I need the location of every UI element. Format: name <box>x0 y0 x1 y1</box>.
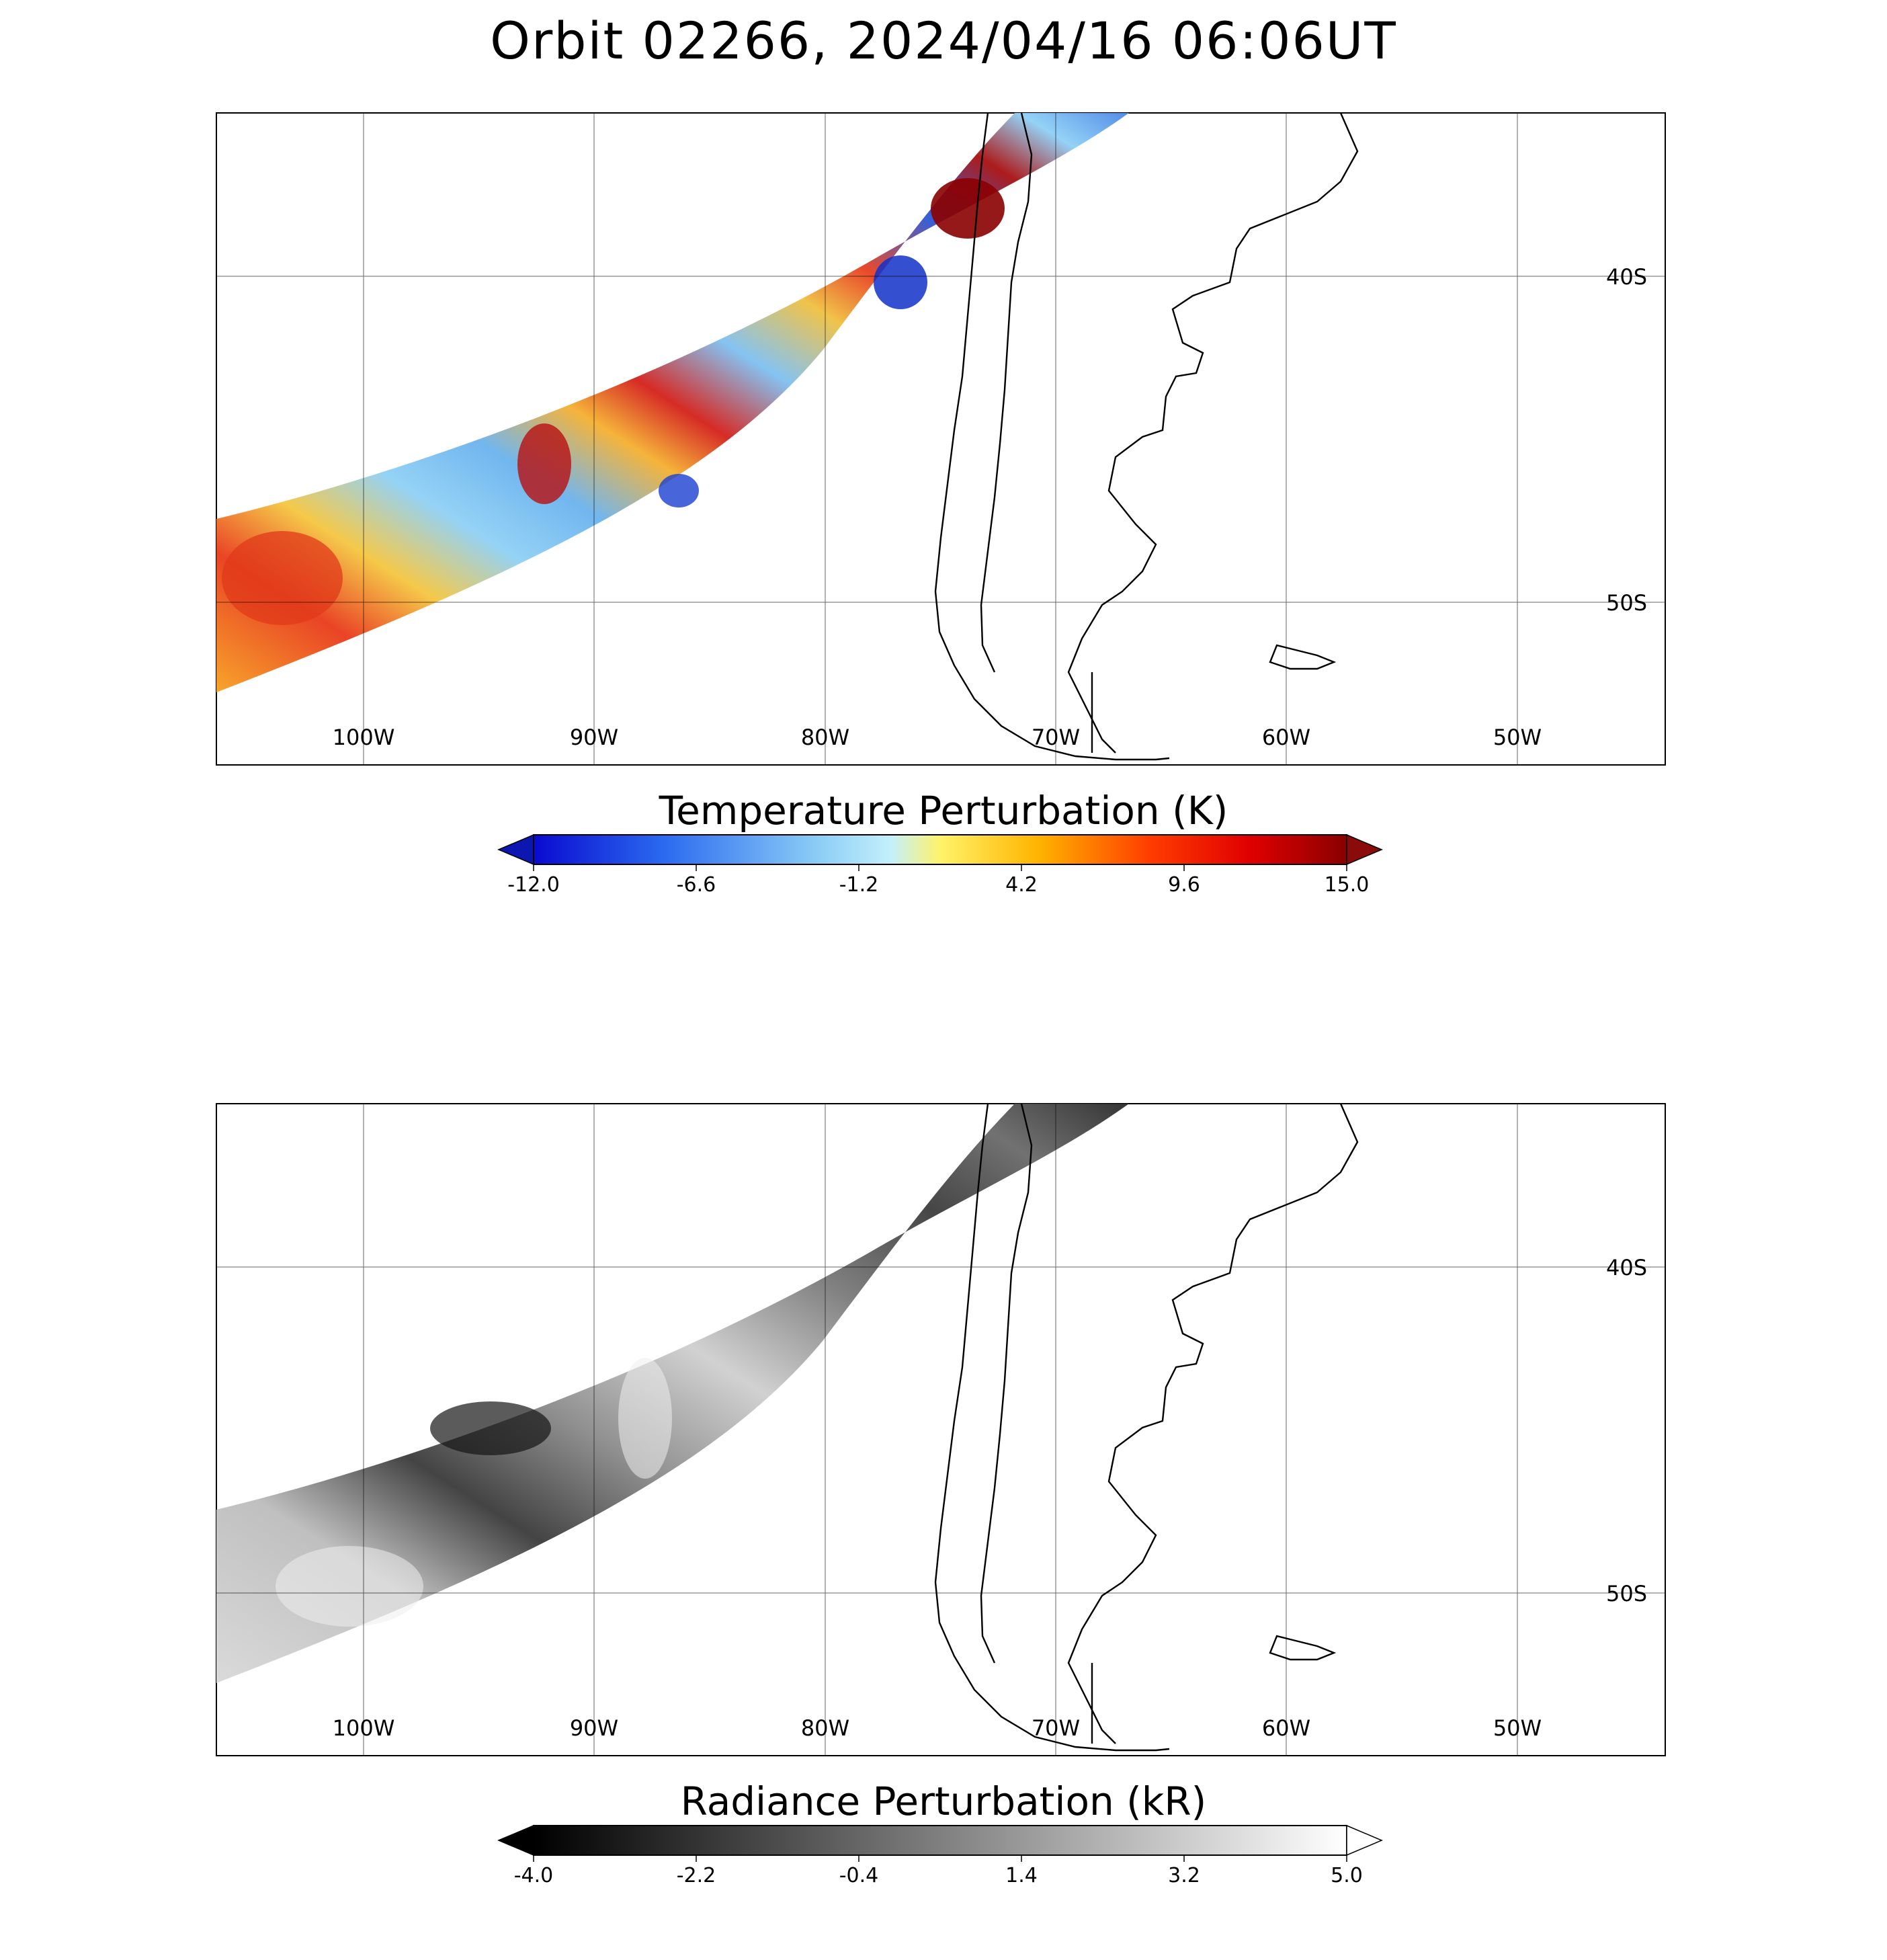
lat-label: 50S <box>1606 1581 1647 1606</box>
lon-label: 100W <box>333 1715 395 1741</box>
lon-label: 60W <box>1262 1715 1310 1741</box>
bright-band <box>276 1546 423 1627</box>
colorbar-ramp <box>533 834 1347 865</box>
colorbar-tick-label: 5.0 <box>1331 1864 1363 1887</box>
lat-label: 50S <box>1606 590 1647 616</box>
radiance-colorbar: Radiance Perturbation (kR) -4.0 -2.2 -0.… <box>497 1779 1383 1887</box>
colorbar-tick-label: -12.0 <box>507 873 560 897</box>
radiance-map-panel: 100W 90W 80W 70W 60W 50W 40S 50S Radianc… <box>216 1103 1666 1887</box>
colorbar-under-arrow <box>497 1824 534 1856</box>
temperature-colorbar: Temperature Perturbation (K) -12.0 -6.6 … <box>497 788 1383 897</box>
colorbar-tick-label: 9.6 <box>1168 873 1200 897</box>
colorbar-title: Radiance Perturbation (kR) <box>681 1779 1207 1824</box>
graticule <box>216 113 1665 765</box>
lat-labels: 40S 50S <box>1606 1255 1647 1606</box>
coastline <box>934 113 1359 761</box>
coastline <box>934 1104 1359 1752</box>
colorbar-over-arrow <box>1346 1824 1383 1856</box>
colorbar-tick-label: -4.0 <box>514 1864 554 1887</box>
colorbar-ramp <box>533 1825 1347 1856</box>
lat-labels: 40S 50S <box>1606 264 1647 616</box>
colorbar-tick-label: -1.2 <box>839 873 879 897</box>
lon-label: 50W <box>1493 1715 1542 1741</box>
colorbar-tick-label: 1.4 <box>1005 1864 1038 1887</box>
lon-labels: 100W 90W 80W 70W 60W 50W <box>333 1715 1542 1741</box>
temperature-swath <box>216 113 1129 692</box>
radiance-swath <box>216 1104 1129 1683</box>
lon-label: 80W <box>801 1715 849 1741</box>
bright-band <box>618 1358 672 1479</box>
lon-label: 70W <box>1032 1715 1080 1741</box>
lon-label: 80W <box>801 725 849 750</box>
lon-label: 70W <box>1032 725 1080 750</box>
colorbar-tick-label: -0.4 <box>839 1864 879 1887</box>
colorbar-tick-label: 15.0 <box>1325 873 1370 897</box>
colorbar-tick-label: -2.2 <box>677 1864 716 1887</box>
cold-anomaly <box>659 474 699 507</box>
warm-anomaly <box>931 178 1005 239</box>
colorbar-over-arrow <box>1346 833 1383 866</box>
lon-label: 90W <box>570 725 618 750</box>
colorbar-under-arrow <box>497 833 534 866</box>
figure-title: Orbit 02266, 2024/04/16 06:06UT <box>490 11 1397 71</box>
lat-label: 40S <box>1606 264 1647 290</box>
lat-label: 40S <box>1606 1255 1647 1280</box>
lon-label: 100W <box>333 725 395 750</box>
temperature-map-panel: 100W 90W 80W 70W 60W 50W 40S 50S Tempera… <box>216 112 1666 897</box>
colorbar-tick-label: 3.2 <box>1168 1864 1200 1887</box>
colorbar-tick-label: 4.2 <box>1005 873 1038 897</box>
lon-label: 60W <box>1262 725 1310 750</box>
colorbar-title: Temperature Perturbation (K) <box>659 788 1228 833</box>
lon-label: 90W <box>570 1715 618 1741</box>
graticule <box>216 1104 1665 1756</box>
lon-label: 50W <box>1493 725 1542 750</box>
warm-anomaly <box>222 531 343 625</box>
warm-anomaly <box>517 423 571 504</box>
dark-anomaly <box>430 1401 551 1455</box>
lon-labels: 100W 90W 80W 70W 60W 50W <box>333 725 1542 750</box>
cold-anomaly <box>874 255 927 309</box>
colorbar-tick-label: -6.6 <box>677 873 716 897</box>
